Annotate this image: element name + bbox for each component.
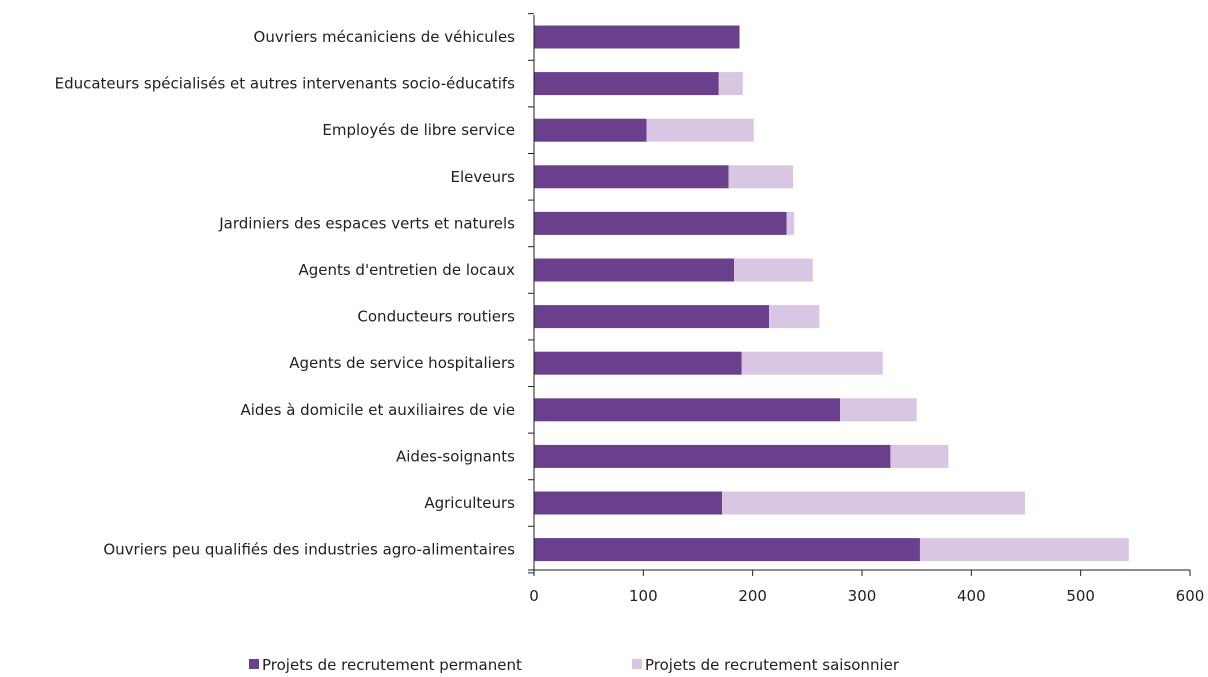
bar-saisonnier [734,258,813,282]
legend-label: Projets de recrutement permanent [262,656,522,674]
bar-permanent [534,118,647,142]
category-label: Agents d'entretien de locaux [298,261,515,279]
category-label: Aides à domicile et auxiliaires de vie [240,401,515,419]
bar-saisonnier [741,351,883,375]
category-label: Ouvriers peu qualifiés des industries ag… [103,541,515,559]
bar-permanent [534,398,841,422]
x-tick-label: 600 [1176,587,1205,605]
x-tick-label: 100 [629,587,658,605]
bar-saisonnier [890,444,949,468]
category-label: Agriculteurs [424,494,515,512]
category-label: Educateurs spécialisés et autres interve… [55,75,516,93]
category-label: Conducteurs routiers [357,308,515,326]
legend-label: Projets de recrutement saisonnier [645,656,900,674]
bar-saisonnier [840,398,917,422]
category-label: Employés de libre service [322,121,515,139]
x-tick-label: 0 [529,587,539,605]
category-label: Jardiniers des espaces verts et naturels [218,214,515,232]
bar-saisonnier [786,211,795,235]
axes: 0 100 200 300 400 500 600 [528,13,1205,605]
x-tick-label: 400 [957,587,986,605]
bar-saisonnier [718,72,743,96]
category-label: Agents de service hospitaliers [289,354,515,372]
bar-permanent [534,538,920,562]
bar-saisonnier [769,305,820,329]
x-tick-label: 200 [738,587,767,605]
bar-saisonnier [646,118,754,142]
legend-swatch [249,659,259,669]
bar-saisonnier [728,165,794,189]
x-tick-label: 300 [848,587,877,605]
bars-group [534,25,1129,562]
bar-permanent [534,258,735,282]
bar-permanent [534,305,770,329]
bar-permanent [534,25,740,49]
bar-permanent [534,444,891,468]
category-labels: Ouvriers mécaniciens de véhicules Educate… [55,28,516,559]
category-label: Aides-soignants [396,447,515,465]
bar-permanent [534,351,742,375]
bar-saisonnier [722,491,1025,515]
bar-saisonnier [919,538,1129,562]
category-label: Ouvriers mécaniciens de véhicules [254,28,516,46]
legend: Projets de recrutement permanent Projets … [249,656,900,674]
x-tick-label: 500 [1066,587,1095,605]
bar-permanent [534,72,719,96]
legend-swatch [632,659,642,669]
bar-permanent [534,165,729,189]
category-label: Eleveurs [451,168,516,186]
bar-permanent [534,491,723,515]
bar-permanent [534,211,787,235]
